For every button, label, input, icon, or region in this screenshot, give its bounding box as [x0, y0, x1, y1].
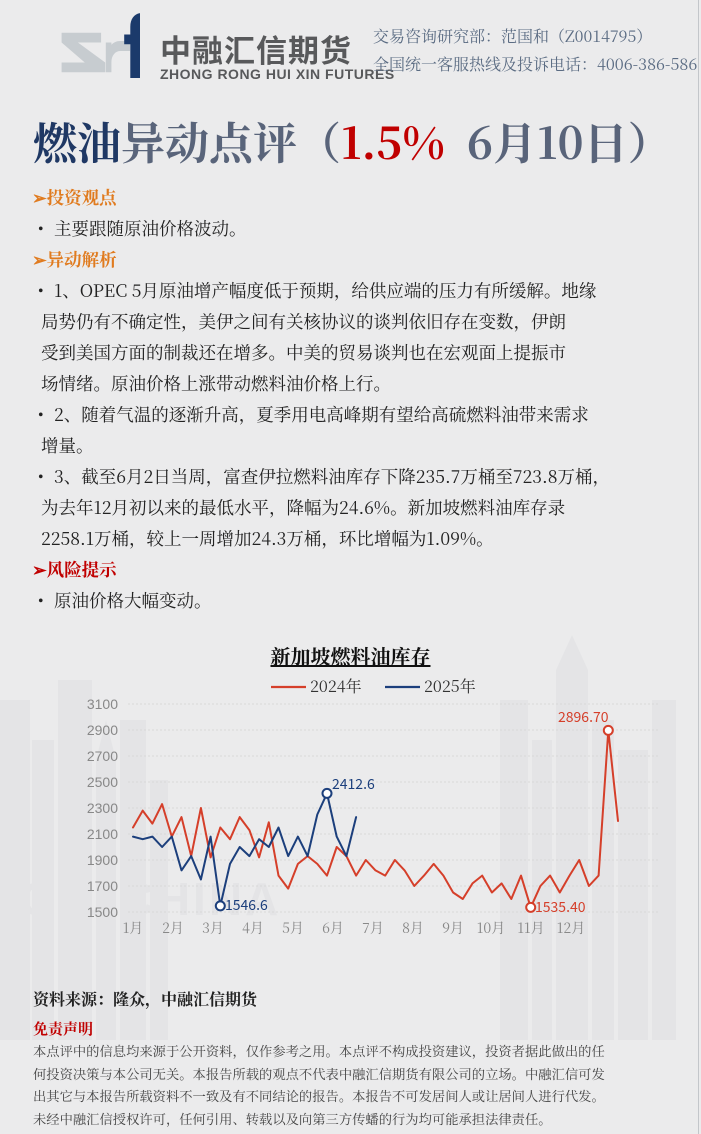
svg-text:1500: 1500: [87, 904, 118, 920]
svg-text:1900: 1900: [87, 852, 118, 868]
svg-text:10月: 10月: [477, 918, 505, 938]
svg-text:5月: 5月: [282, 918, 304, 938]
svg-text:3月: 3月: [202, 918, 224, 938]
svg-text:2300: 2300: [87, 800, 118, 816]
svg-text:2100: 2100: [87, 826, 118, 842]
svg-text:2412.6: 2412.6: [332, 774, 375, 794]
svg-text:3100: 3100: [87, 696, 118, 712]
svg-text:1700: 1700: [87, 878, 118, 894]
svg-text:11月: 11月: [517, 918, 544, 938]
svg-text:2896.70: 2896.70: [558, 707, 609, 727]
svg-text:8月: 8月: [402, 918, 424, 938]
svg-text:2500: 2500: [87, 774, 118, 790]
svg-text:2700: 2700: [87, 748, 118, 764]
svg-text:2900: 2900: [87, 722, 118, 738]
svg-text:2025年: 2025年: [424, 675, 476, 697]
svg-text:12月: 12月: [557, 918, 585, 938]
svg-text:6月: 6月: [322, 918, 344, 938]
svg-text:7月: 7月: [362, 918, 384, 938]
svg-text:9月: 9月: [442, 918, 464, 938]
svg-text:2024年: 2024年: [310, 675, 362, 697]
svg-text:1月: 1月: [123, 918, 144, 938]
svg-text:1535.40: 1535.40: [535, 897, 586, 917]
svg-text:2月: 2月: [162, 918, 184, 938]
svg-text:1546.6: 1546.6: [225, 895, 268, 915]
svg-text:4月: 4月: [242, 918, 264, 938]
